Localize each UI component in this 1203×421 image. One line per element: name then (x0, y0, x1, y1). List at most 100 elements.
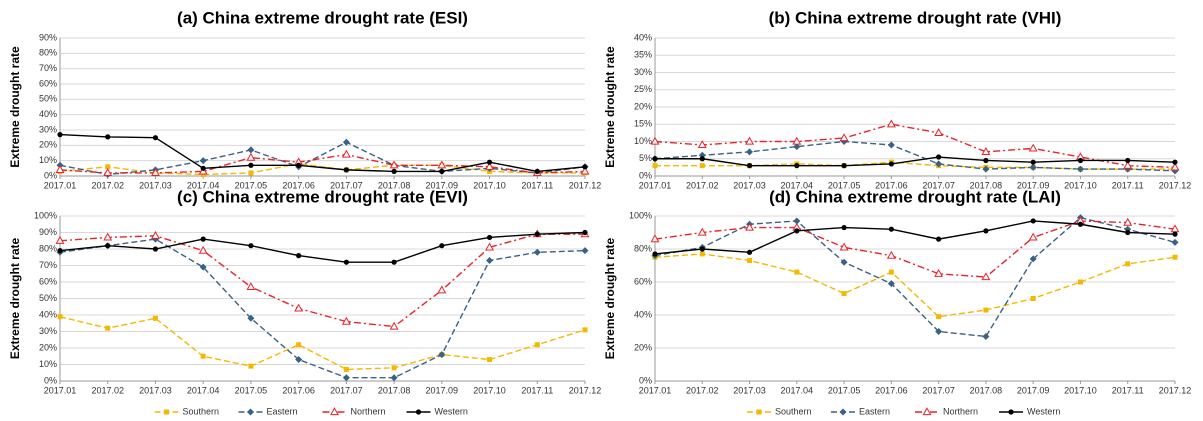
marker (199, 263, 207, 271)
marker (105, 243, 111, 249)
y-tick-label: 10% (39, 155, 57, 165)
y-tick-label: 80% (39, 48, 57, 58)
marker (248, 363, 254, 369)
marker (389, 160, 399, 169)
marker (439, 168, 445, 174)
marker (296, 162, 302, 168)
marker (1030, 296, 1036, 301)
marker (57, 248, 63, 254)
y-tick-label: 35% (634, 50, 652, 60)
marker (936, 314, 942, 320)
x-tick-label: 2017.03 (733, 385, 766, 395)
series-line (59, 153, 586, 174)
legend-label: Eastern (267, 406, 298, 416)
marker (164, 409, 169, 415)
marker (534, 231, 540, 237)
marker (1172, 254, 1178, 260)
marker (246, 282, 256, 291)
marker (839, 133, 849, 142)
y-tick-label: 70% (39, 63, 57, 73)
marker (437, 285, 447, 294)
marker (200, 353, 206, 359)
marker (1077, 279, 1083, 285)
marker (841, 291, 847, 297)
marker (486, 159, 493, 165)
y-tick-label: 80% (39, 243, 57, 253)
marker (746, 249, 753, 255)
marker (390, 374, 398, 382)
y-tick-label: 30% (39, 124, 57, 134)
marker (981, 272, 991, 281)
y-tick-label: 0% (44, 170, 57, 180)
x-tick-label: 2017.03 (139, 180, 172, 190)
marker (793, 143, 801, 151)
marker (580, 166, 590, 175)
marker (199, 157, 207, 165)
y-tick-label: 20% (634, 101, 652, 111)
panel: (d) China extreme drought rate (LAI) Extr… (603, 187, 1191, 416)
marker (1171, 238, 1179, 246)
series-line (59, 315, 586, 371)
marker (582, 229, 588, 236)
x-tick-label: 2017.05 (828, 180, 861, 190)
x-tick-label: 2017.09 (1017, 180, 1050, 190)
marker (1123, 160, 1133, 169)
marker (839, 408, 847, 416)
x-tick-label: 2017.05 (235, 385, 268, 395)
marker (341, 316, 351, 325)
marker (330, 407, 339, 416)
panel: (c) China extreme drought rate (EVI) Extr… (8, 187, 601, 416)
marker (342, 138, 350, 146)
marker (581, 247, 589, 255)
marker (389, 321, 399, 330)
marker (485, 161, 494, 170)
series-line (654, 123, 1176, 169)
y-tick-label: 5% (639, 153, 652, 163)
y-tick-label: 60% (39, 78, 57, 88)
marker (650, 234, 660, 243)
legend-label: Southern (183, 406, 220, 416)
marker (1172, 231, 1178, 237)
marker (342, 374, 350, 382)
marker (152, 315, 158, 321)
x-tick-label: 2017.04 (781, 180, 814, 190)
marker (936, 236, 942, 242)
marker (248, 243, 254, 249)
x-tick-label: 2017.08 (378, 385, 411, 395)
marker (1077, 221, 1084, 227)
marker (487, 357, 493, 363)
marker (151, 230, 160, 239)
marker (982, 332, 990, 340)
marker (839, 242, 849, 251)
marker (152, 246, 159, 252)
x-tick-label: 2017.02 (686, 385, 719, 395)
series-line (59, 231, 586, 263)
series-line (654, 220, 1176, 255)
series-line (655, 161, 1175, 170)
panel: (b) China extreme drought rate (VHI) Extr… (603, 8, 1191, 190)
marker (439, 243, 445, 249)
marker (151, 168, 160, 177)
marker (886, 119, 896, 128)
chart-title: (c) China extreme drought rate (EVI) (177, 187, 468, 206)
y-tick-label: 100% (34, 210, 57, 220)
x-tick-label: 2017.10 (1064, 180, 1097, 190)
marker (534, 168, 540, 174)
x-tick-label: 2017.11 (1112, 180, 1144, 190)
legend-label: Western (435, 406, 468, 416)
marker (1125, 157, 1131, 164)
x-tick-label: 2017.10 (1064, 385, 1097, 395)
y-tick-label: 50% (39, 293, 57, 303)
marker (745, 136, 754, 145)
marker (922, 407, 932, 416)
series-line (655, 156, 1176, 167)
x-tick-label: 2017.11 (521, 385, 553, 395)
x-tick-label: 2017.04 (187, 180, 220, 190)
marker (198, 245, 208, 254)
y-tick-label: 40% (634, 32, 652, 42)
marker (792, 136, 802, 145)
marker (746, 148, 754, 156)
marker (652, 251, 658, 257)
x-tick-label: 2017.01 (44, 180, 77, 190)
series-line (59, 141, 586, 176)
